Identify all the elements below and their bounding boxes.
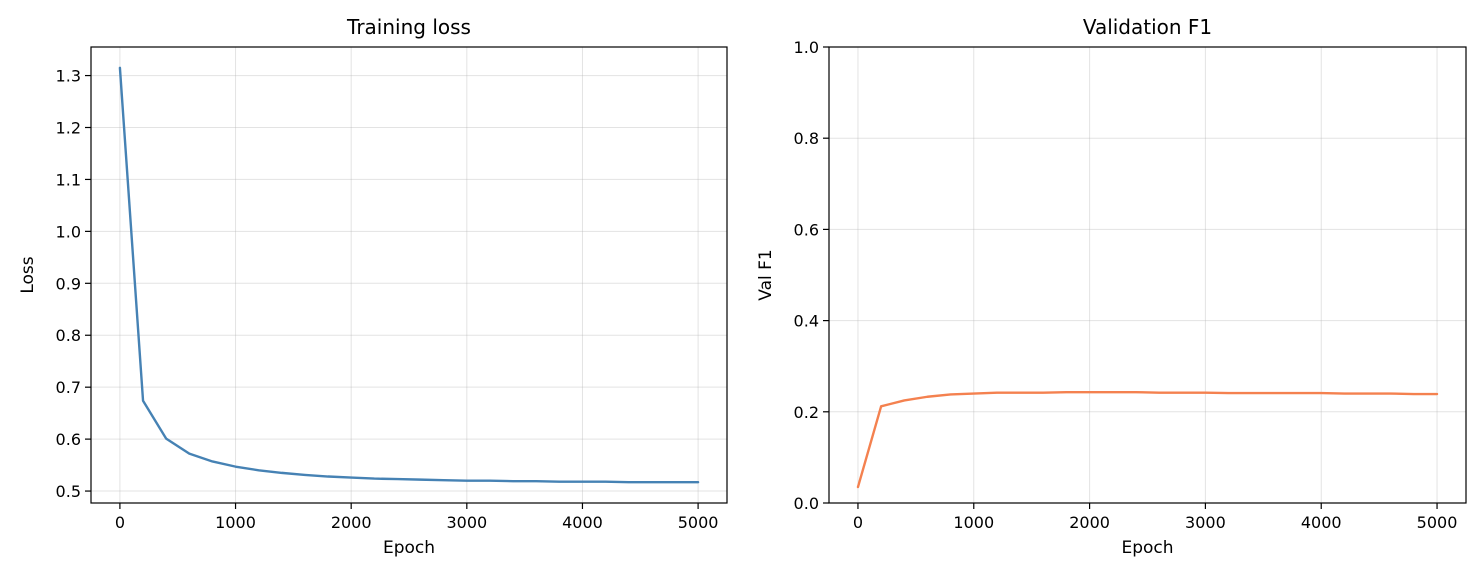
- chart-1-y-tick-label: 0.5: [56, 482, 81, 501]
- chart-1-y-tick-label: 1.2: [56, 119, 81, 138]
- chart-1-x-tick-label: 0: [115, 513, 125, 532]
- chart-1-y-tick-label: 0.8: [56, 326, 81, 345]
- chart-2-y-tick-label: 0.2: [794, 403, 819, 422]
- chart-1-x-tick-label: 5000: [678, 513, 719, 532]
- chart-1-y-tick-label: 1.3: [56, 67, 81, 86]
- chart-2-y-tick-label: 0.6: [794, 220, 819, 239]
- chart-2-x-tick-label: 2000: [1069, 513, 1110, 532]
- chart-2-x-tick-label: 4000: [1301, 513, 1342, 532]
- chart-1-panel: 0 1000 2000 3000 4000 5000 0.5 0.6 0.7 0.8 0.9 1.0 1…: [18, 15, 728, 558]
- chart-2-x-tick-label: 1000: [953, 513, 994, 532]
- chart-2-panel: 0 1000 2000 3000 4000 5000 0.0 0.2 0.4 0.6 0.8 1.0 V…: [756, 15, 1467, 558]
- chart-2-title: Validation F1: [1083, 15, 1212, 39]
- chart-1-y-tick-label: 0.9: [56, 274, 81, 293]
- chart-1-y-axis-label: Loss: [18, 256, 38, 293]
- chart-2-x-tick-label: 0: [853, 513, 863, 532]
- chart-2-y-tick-label: 0.0: [794, 494, 819, 513]
- chart-1-plot-frame: [90, 46, 728, 504]
- chart-1-y-tick-label: 0.6: [56, 430, 81, 449]
- chart-1-x-tick-label: 2000: [331, 513, 372, 532]
- chart-2-x-axis-label: Epoch: [1121, 538, 1173, 558]
- chart-1-x-tick-label: 1000: [215, 513, 256, 532]
- chart-1-y-tick-label: 1.0: [56, 222, 81, 241]
- chart-1-y-tick-label: 0.7: [56, 378, 81, 397]
- chart-2-x-tick-label: 5000: [1417, 513, 1458, 532]
- chart-2-x-tick-label: 3000: [1185, 513, 1226, 532]
- chart-2-plot-frame: [828, 46, 1467, 504]
- chart-2-y-tick-label: 0.4: [794, 312, 819, 331]
- chart-1-x-axis-label: Epoch: [383, 538, 435, 558]
- chart-1-series-line: [118, 66, 700, 484]
- chart-1-x-tick-label: 4000: [562, 513, 603, 532]
- chart-1-y-tick-label: 1.1: [56, 170, 81, 189]
- chart-2-y-tick-label: 1.0: [794, 38, 819, 57]
- chart-1-title: Training loss: [346, 15, 471, 39]
- chart-2-y-tick-label: 0.8: [794, 129, 819, 148]
- chart-2-y-axis-label: Val F1: [756, 249, 776, 300]
- chart-2-series-line: [856, 390, 1439, 489]
- chart-1-x-tick-label: 3000: [446, 513, 487, 532]
